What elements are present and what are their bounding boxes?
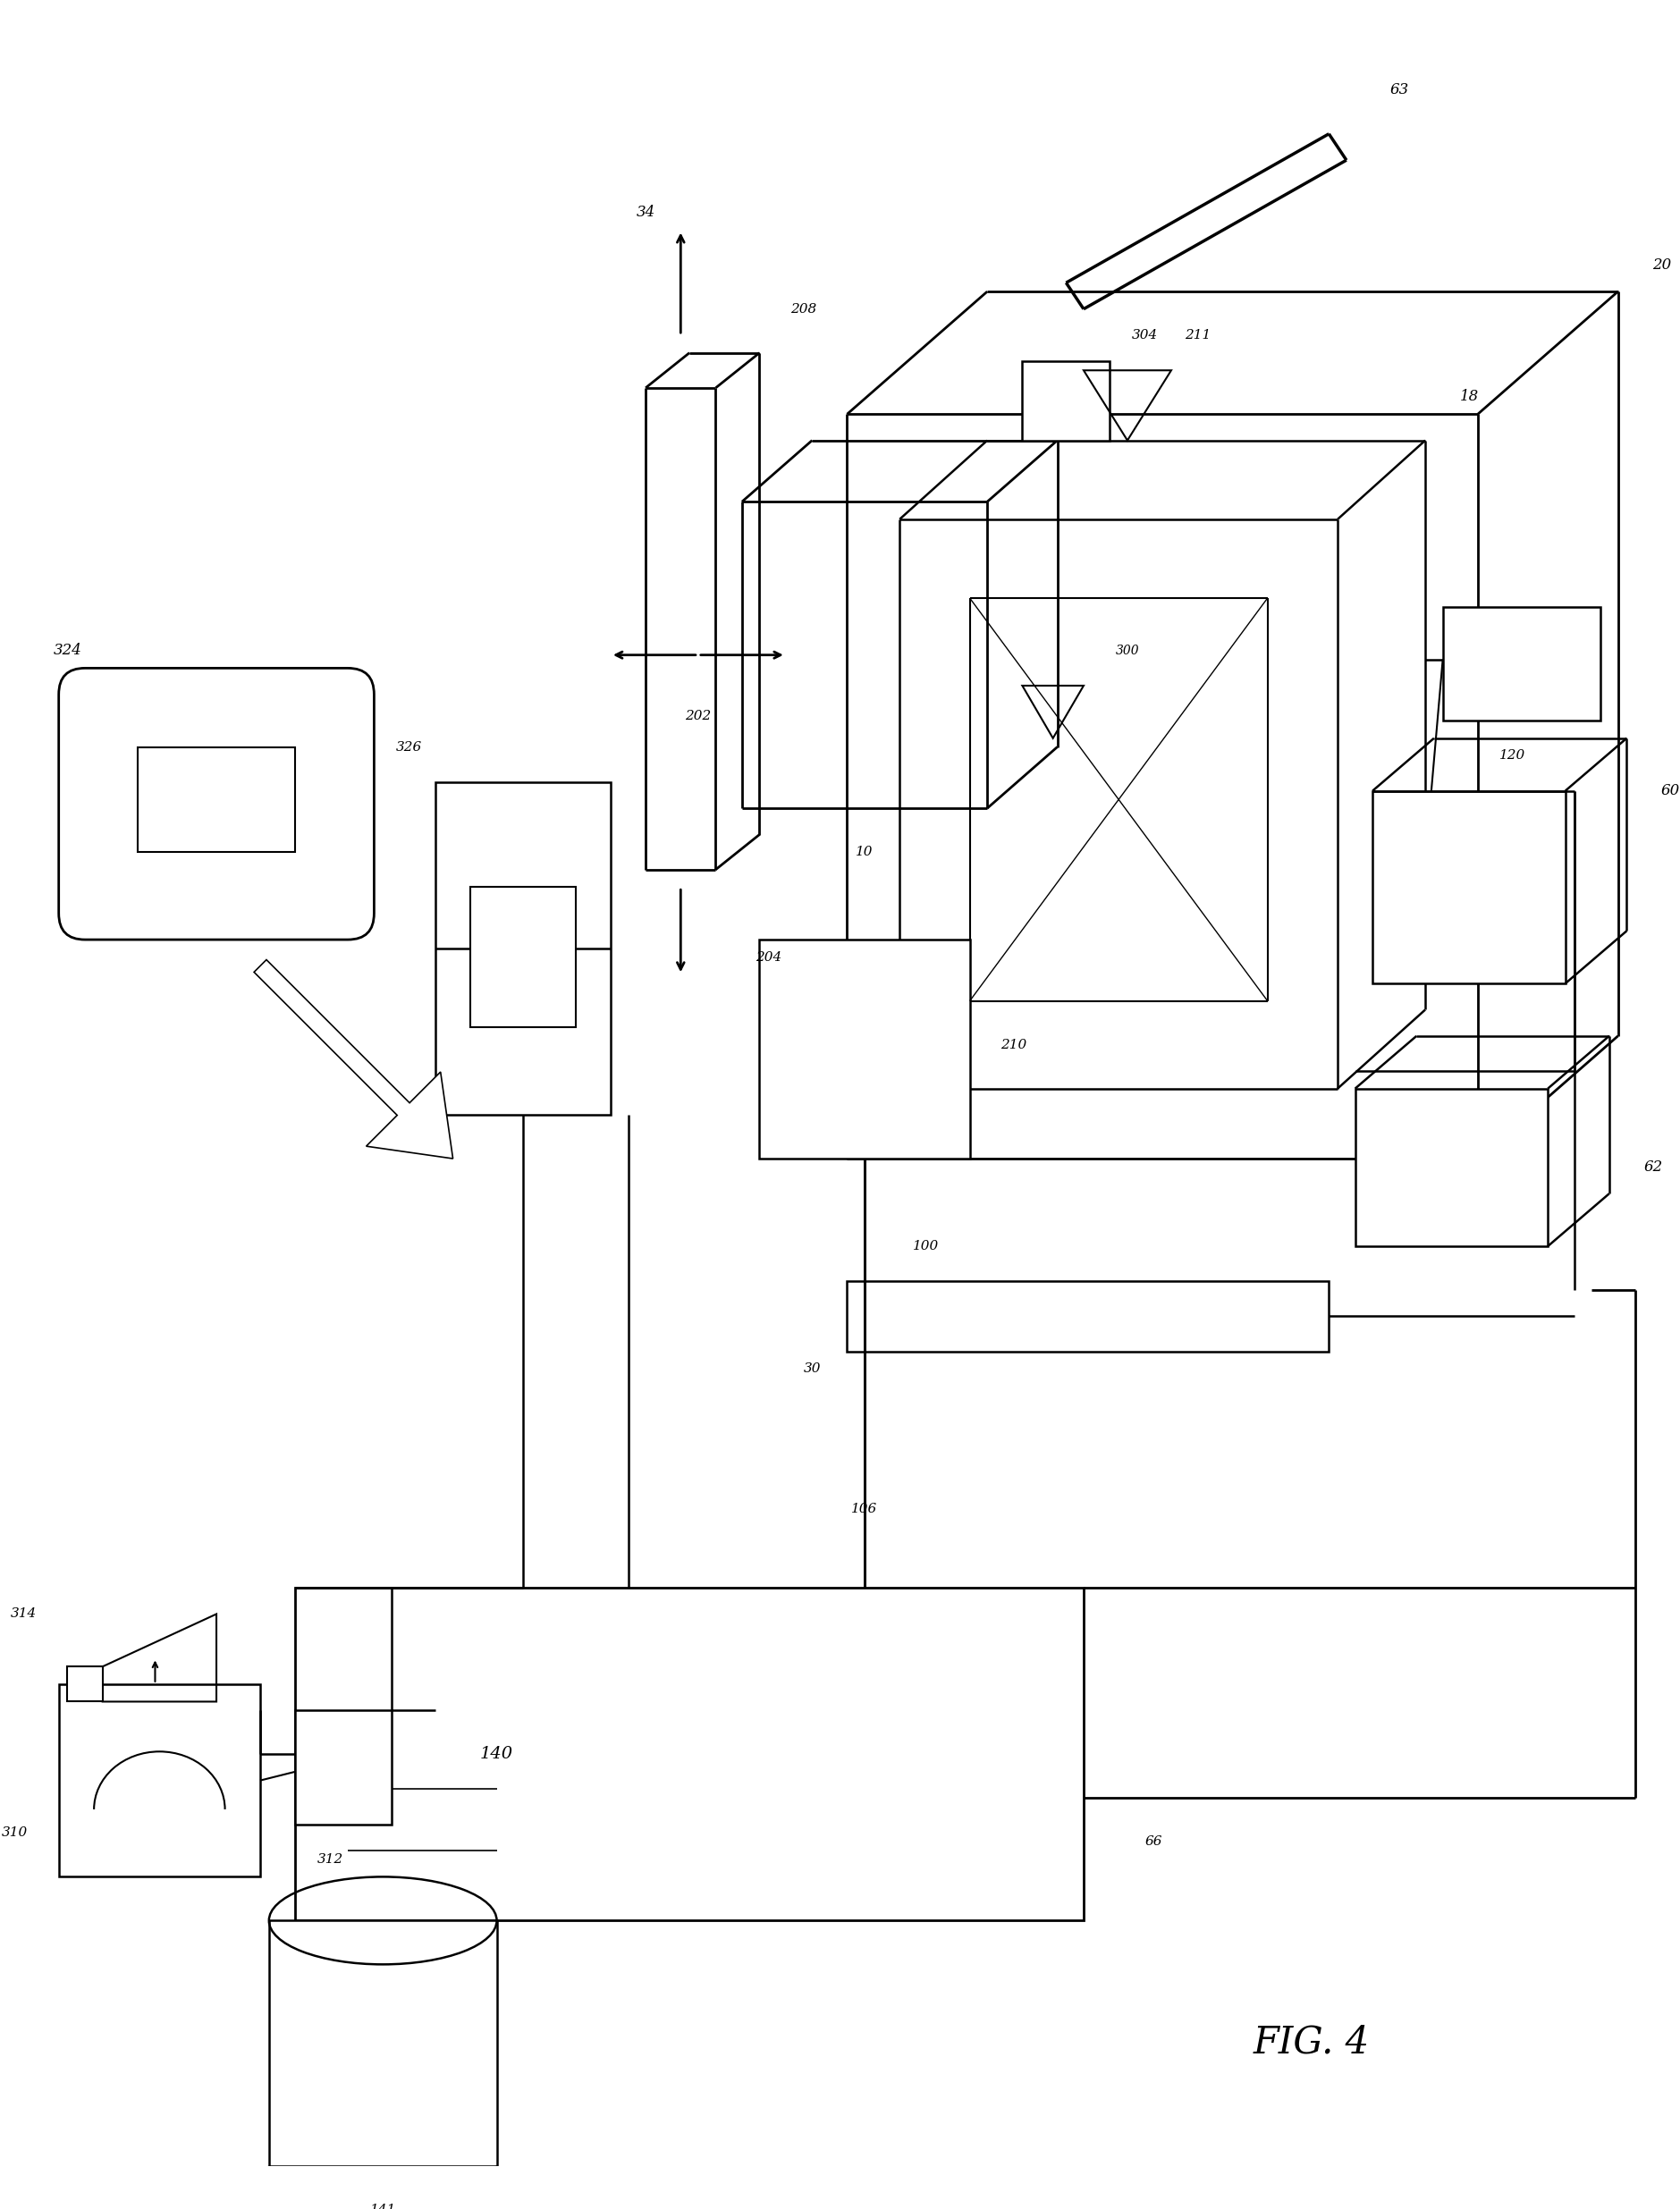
Text: 204: 204 xyxy=(756,950,781,963)
Bar xyxy=(67,1666,102,1701)
Bar xyxy=(470,888,576,1027)
Bar xyxy=(847,1281,1329,1352)
Text: 60: 60 xyxy=(1662,784,1680,797)
Text: 100: 100 xyxy=(912,1239,939,1253)
Bar xyxy=(1443,607,1601,720)
Text: 202: 202 xyxy=(685,709,711,722)
Text: 18: 18 xyxy=(1460,389,1478,404)
Text: 120: 120 xyxy=(1500,749,1525,762)
Text: 324: 324 xyxy=(54,643,82,658)
Bar xyxy=(296,1588,1084,1920)
Bar xyxy=(59,1683,260,1878)
Text: 63: 63 xyxy=(1389,82,1408,97)
Polygon shape xyxy=(254,959,454,1158)
Bar xyxy=(1356,1089,1547,1246)
Text: 300: 300 xyxy=(1116,645,1139,656)
Text: 310: 310 xyxy=(2,1827,29,1840)
Bar xyxy=(759,939,969,1158)
Bar xyxy=(1373,791,1566,983)
Text: 66: 66 xyxy=(1146,1836,1163,1849)
Text: FIG. 4: FIG. 4 xyxy=(1253,2023,1369,2061)
Text: 304: 304 xyxy=(1132,329,1158,342)
Text: 106: 106 xyxy=(852,1502,877,1515)
Text: 312: 312 xyxy=(318,1853,343,1867)
Text: 141: 141 xyxy=(370,2202,396,2209)
Text: 20: 20 xyxy=(1651,258,1672,274)
Text: 210: 210 xyxy=(1001,1038,1026,1051)
Text: 34: 34 xyxy=(637,205,655,221)
Bar xyxy=(296,1710,391,1825)
Text: 211: 211 xyxy=(1184,329,1211,342)
Text: 208: 208 xyxy=(790,303,816,316)
Bar xyxy=(138,747,296,853)
Bar xyxy=(435,782,610,1116)
Bar xyxy=(1023,362,1110,440)
Text: 62: 62 xyxy=(1643,1160,1663,1175)
Text: 140: 140 xyxy=(480,1745,514,1763)
Text: 314: 314 xyxy=(10,1608,37,1619)
Bar xyxy=(269,1920,497,2165)
Text: 30: 30 xyxy=(803,1363,822,1374)
Text: 10: 10 xyxy=(855,846,874,859)
Text: 326: 326 xyxy=(396,740,422,753)
